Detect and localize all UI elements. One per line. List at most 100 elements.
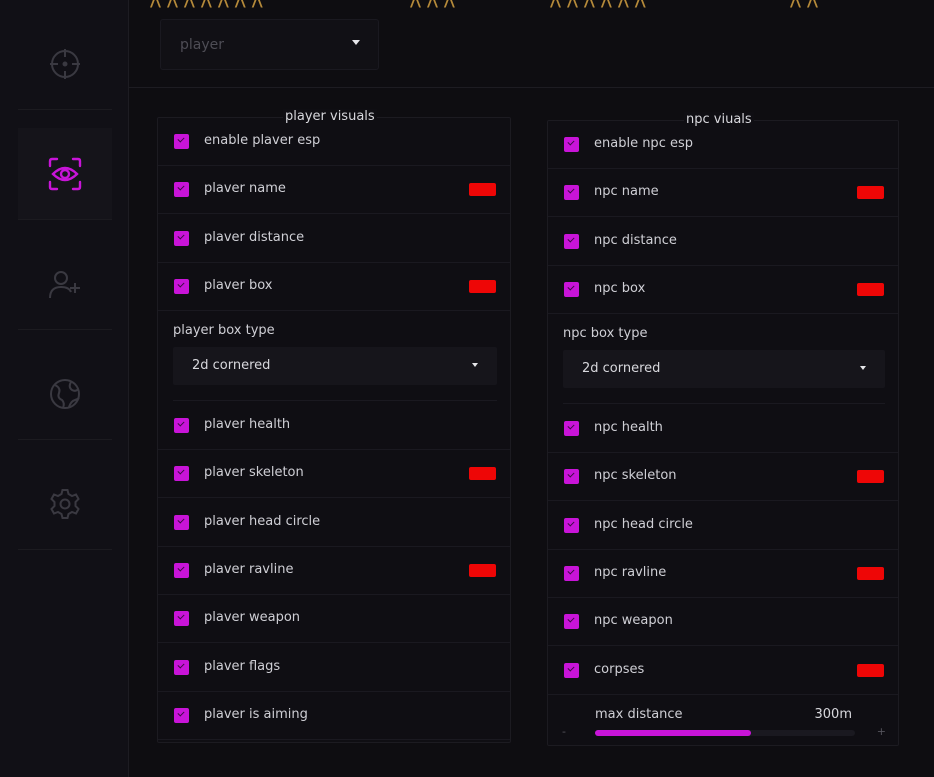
option-label: npc weapon <box>594 613 673 629</box>
option-row-plaver-head-circle: plaver head circle <box>158 499 510 547</box>
checkbox-plaver-health[interactable] <box>174 418 189 433</box>
divider <box>173 400 497 401</box>
checkbox-npc-ravline[interactable] <box>564 565 579 581</box>
option-label: plaver head circle <box>204 513 321 529</box>
max-distance-label: max distance <box>595 707 683 722</box>
divider <box>563 403 885 404</box>
target-type-value: player <box>180 37 225 53</box>
checkbox-corpses[interactable] <box>564 662 579 678</box>
option-row-npc-skeleton: npc skeleton <box>548 453 898 502</box>
option-label: npc ravline <box>594 564 667 580</box>
sidebar-item-world[interactable] <box>18 348 112 440</box>
color-swatch-plaver-box[interactable] <box>469 279 496 293</box>
checkbox-enable-plaver-esp[interactable] <box>174 134 189 149</box>
option-label: npc skeleton <box>594 468 677 484</box>
option-row-npc-box: npc box <box>548 266 898 314</box>
color-swatch-plaver-name[interactable] <box>469 183 496 197</box>
crosshair-icon <box>50 48 80 79</box>
target-type-dropdown[interactable]: player <box>160 19 379 70</box>
color-swatch-npc-box[interactable] <box>857 282 884 296</box>
option-label: npc distance <box>594 232 677 248</box>
option-row-plaver-box: plaver box <box>158 263 510 311</box>
checkbox-plaver-distance[interactable] <box>174 230 189 246</box>
checkbox-enable-npc-esp[interactable] <box>564 137 579 152</box>
checkbox-plaver-ravline[interactable] <box>174 562 189 578</box>
box-type-value: 2d cornered <box>192 358 271 373</box>
chevron-down-icon <box>352 40 360 45</box>
option-label: plaver ravline <box>204 561 294 577</box>
option-row-npc-distance: npc distance <box>548 218 898 266</box>
sidebar-item-visuals[interactable] <box>18 128 112 220</box>
option-label: npc head circle <box>594 516 693 532</box>
checkbox-npc-distance[interactable] <box>564 233 579 249</box>
box-type-value: 2d cornered <box>582 361 661 376</box>
option-row-plaver-weapon: plaver weapon <box>158 595 510 644</box>
option-row-npc-health: npc health <box>548 405 898 453</box>
checkbox-npc-health[interactable] <box>564 421 579 436</box>
option-label: corpses <box>594 661 645 677</box>
option-row-plaver-distance: plaver distance <box>158 215 510 263</box>
option-label: npc box <box>594 280 646 296</box>
option-label: npc name <box>594 184 659 200</box>
option-label: plaver distance <box>204 229 305 245</box>
option-row-plaver-health: plaver health <box>158 402 510 450</box>
color-swatch-corpses[interactable] <box>857 663 884 677</box>
option-row-npc-name: npc name <box>548 169 898 218</box>
option-row-plaver-flags: plaver flags <box>158 644 510 692</box>
checkbox-plaver-box[interactable] <box>174 278 189 294</box>
slider-decrement[interactable]: - <box>562 725 566 738</box>
checkbox-plaver-skeleton[interactable] <box>174 466 189 482</box>
option-label: plaver name <box>204 181 286 197</box>
checkbox-npc-box[interactable] <box>564 281 579 297</box>
box-type-label: player box type <box>173 323 275 338</box>
checkbox-npc-name[interactable] <box>564 185 579 201</box>
chevron-down-icon <box>860 366 866 370</box>
slider-increment[interactable]: + <box>876 725 886 738</box>
max-distance-slider[interactable] <box>595 730 855 736</box>
option-label: enable plaver esp <box>204 133 321 148</box>
option-label: enable npc esp <box>594 136 693 151</box>
option-row-plaver-name: plaver name <box>158 166 510 215</box>
sidebar-item-aimbot[interactable] <box>18 18 112 110</box>
eye-scan-icon <box>48 157 82 190</box>
option-row-corpses: corpses <box>548 647 898 695</box>
checkbox-plaver-head-circle[interactable] <box>174 514 189 530</box>
color-swatch-plaver-skeleton[interactable] <box>469 467 496 481</box>
color-swatch-plaver-ravline[interactable] <box>469 563 496 577</box>
color-swatch-npc-ravline[interactable] <box>857 566 884 580</box>
top-decoration: ⋀ ⋀⋀⋀⋀⋀⋀⋀ ⋀⋀⋀ ⋀⋀⋀⋀⋀⋀ ⋀⋀ <box>0 0 934 8</box>
checkbox-npc-skeleton[interactable] <box>564 469 579 485</box>
user-plus-icon <box>49 270 80 298</box>
player-visuals-panel: enable plaver esp plaver name plaver dista… <box>157 117 511 743</box>
sidebar <box>0 0 129 777</box>
option-row-enable-npc-esp: enable npc esp <box>548 121 898 169</box>
option-label: plaver is aiming <box>204 706 308 722</box>
option-label: plaver flags <box>204 658 281 674</box>
option-row-npc-head-circle: npc head circle <box>548 502 898 550</box>
option-label: plaver box <box>204 277 273 293</box>
option-row-npc-ravline: npc ravline <box>548 550 898 598</box>
box-type-select[interactable]: 2d cornered <box>563 350 885 388</box>
checkbox-plaver-flags[interactable] <box>174 659 189 675</box>
gear-icon <box>50 488 80 519</box>
option-row-plaver-is-aiming: plaver is aiming <box>158 692 510 740</box>
option-label: plaver skeleton <box>204 465 304 481</box>
globe-icon <box>50 378 80 409</box>
player-visuals-title: player visuals <box>283 109 377 124</box>
option-row-plaver-skeleton: plaver skeleton <box>158 450 510 499</box>
sidebar-item-players[interactable] <box>18 238 112 330</box>
sidebar-item-settings[interactable] <box>18 458 112 550</box>
option-row-enable-plaver-esp: enable plaver esp <box>158 118 510 166</box>
checkbox-npc-weapon[interactable] <box>564 614 579 630</box>
npc-visuals-title: npc viuals <box>684 112 754 127</box>
option-row-npc-weapon: npc weapon <box>548 598 898 647</box>
color-swatch-npc-name[interactable] <box>857 186 884 200</box>
checkbox-plaver-is-aiming[interactable] <box>174 707 189 723</box>
color-swatch-npc-skeleton[interactable] <box>857 470 884 484</box>
checkbox-plaver-name[interactable] <box>174 182 189 198</box>
chevron-down-icon <box>472 363 478 367</box>
checkbox-npc-head-circle[interactable] <box>564 517 579 533</box>
checkbox-plaver-weapon[interactable] <box>174 611 189 627</box>
max-distance-value: 300m <box>814 707 852 722</box>
box-type-select[interactable]: 2d cornered <box>173 347 497 385</box>
